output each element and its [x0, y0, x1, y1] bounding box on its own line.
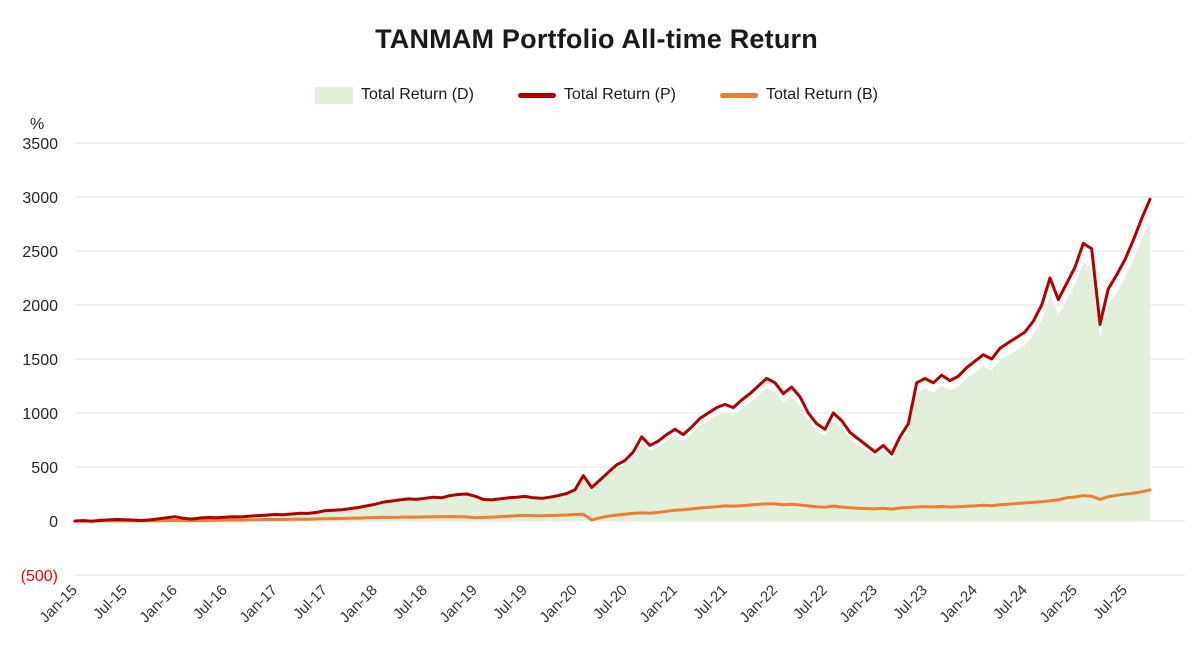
x-axis-tick-label: Jan-24 — [936, 582, 980, 626]
x-axis-tick-label: Jul-18 — [390, 582, 431, 623]
x-axis-tick-label: Jan-16 — [136, 582, 180, 626]
x-axis-tick-label: Jul-25 — [1090, 582, 1131, 623]
area-swatch-icon — [314, 86, 353, 104]
x-axis-tick-label: Jan-17 — [236, 582, 280, 626]
legend-item-total-return-p: Total Return (P) — [517, 86, 676, 104]
x-axis-tick-label: Jan-20 — [536, 582, 580, 626]
x-axis-tick-label: Jul-23 — [890, 582, 931, 623]
series-area-total-return-d- — [75, 221, 1150, 522]
y-axis-tick-label: 2500 — [22, 244, 58, 261]
x-axis-tick-label: Jul-22 — [790, 582, 831, 623]
y-axis-tick-label: 500 — [31, 460, 58, 477]
legend-label: Total Return (P) — [563, 86, 676, 103]
x-axis-tick-label: Jul-19 — [490, 582, 531, 623]
x-axis-tick-label: Jul-17 — [290, 582, 331, 623]
x-axis-tick-label: Jan-15 — [36, 582, 80, 626]
chart-title: TANMAM Portfolio All-time Return — [375, 24, 818, 54]
y-axis-tick-label: 2000 — [22, 298, 58, 315]
x-axis-tick-label: Jan-18 — [336, 582, 380, 626]
series-line-total-return-b- — [73, 488, 1152, 523]
x-axis-tick-label: Jan-23 — [836, 582, 880, 626]
y-axis-tick-label: 3000 — [22, 190, 58, 207]
y-axis-tick-label: 1500 — [22, 352, 58, 369]
x-axis-tick-label: Jan-25 — [1036, 582, 1080, 626]
y-axis-tick-label: (500) — [21, 568, 58, 585]
legend-item-total-return-d: Total Return (D) — [314, 86, 474, 104]
x-axis-tick-label: Jan-19 — [436, 582, 480, 626]
x-axis-tick-label: Jul-24 — [990, 582, 1031, 623]
x-axis-tick-label: Jul-15 — [90, 582, 131, 623]
line-swatch-icon — [719, 92, 758, 98]
legend-label: Total Return (B) — [765, 86, 878, 103]
x-axis-tick-label: Jan-21 — [636, 582, 680, 626]
x-axis-tick-label: Jul-16 — [190, 582, 231, 623]
y-axis-tick-label: 1000 — [22, 406, 58, 423]
x-axis-tick-label: Jan-22 — [736, 582, 780, 626]
legend-label: Total Return (D) — [360, 86, 474, 103]
legend-item-total-return-b: Total Return (B) — [719, 86, 878, 104]
x-axis-tick-label: Jul-20 — [590, 582, 631, 623]
series-line-total-return-p- — [73, 197, 1152, 523]
line-swatch-icon — [517, 92, 556, 98]
chart-legend: Total Return (D) Total Return (P) Total … — [0, 86, 1193, 104]
x-axis-tick-label: Jul-21 — [690, 582, 731, 623]
y-axis-unit-label: % — [30, 116, 44, 133]
y-axis-tick-label: 3500 — [22, 136, 58, 153]
y-axis-tick-label: 0 — [49, 514, 58, 531]
